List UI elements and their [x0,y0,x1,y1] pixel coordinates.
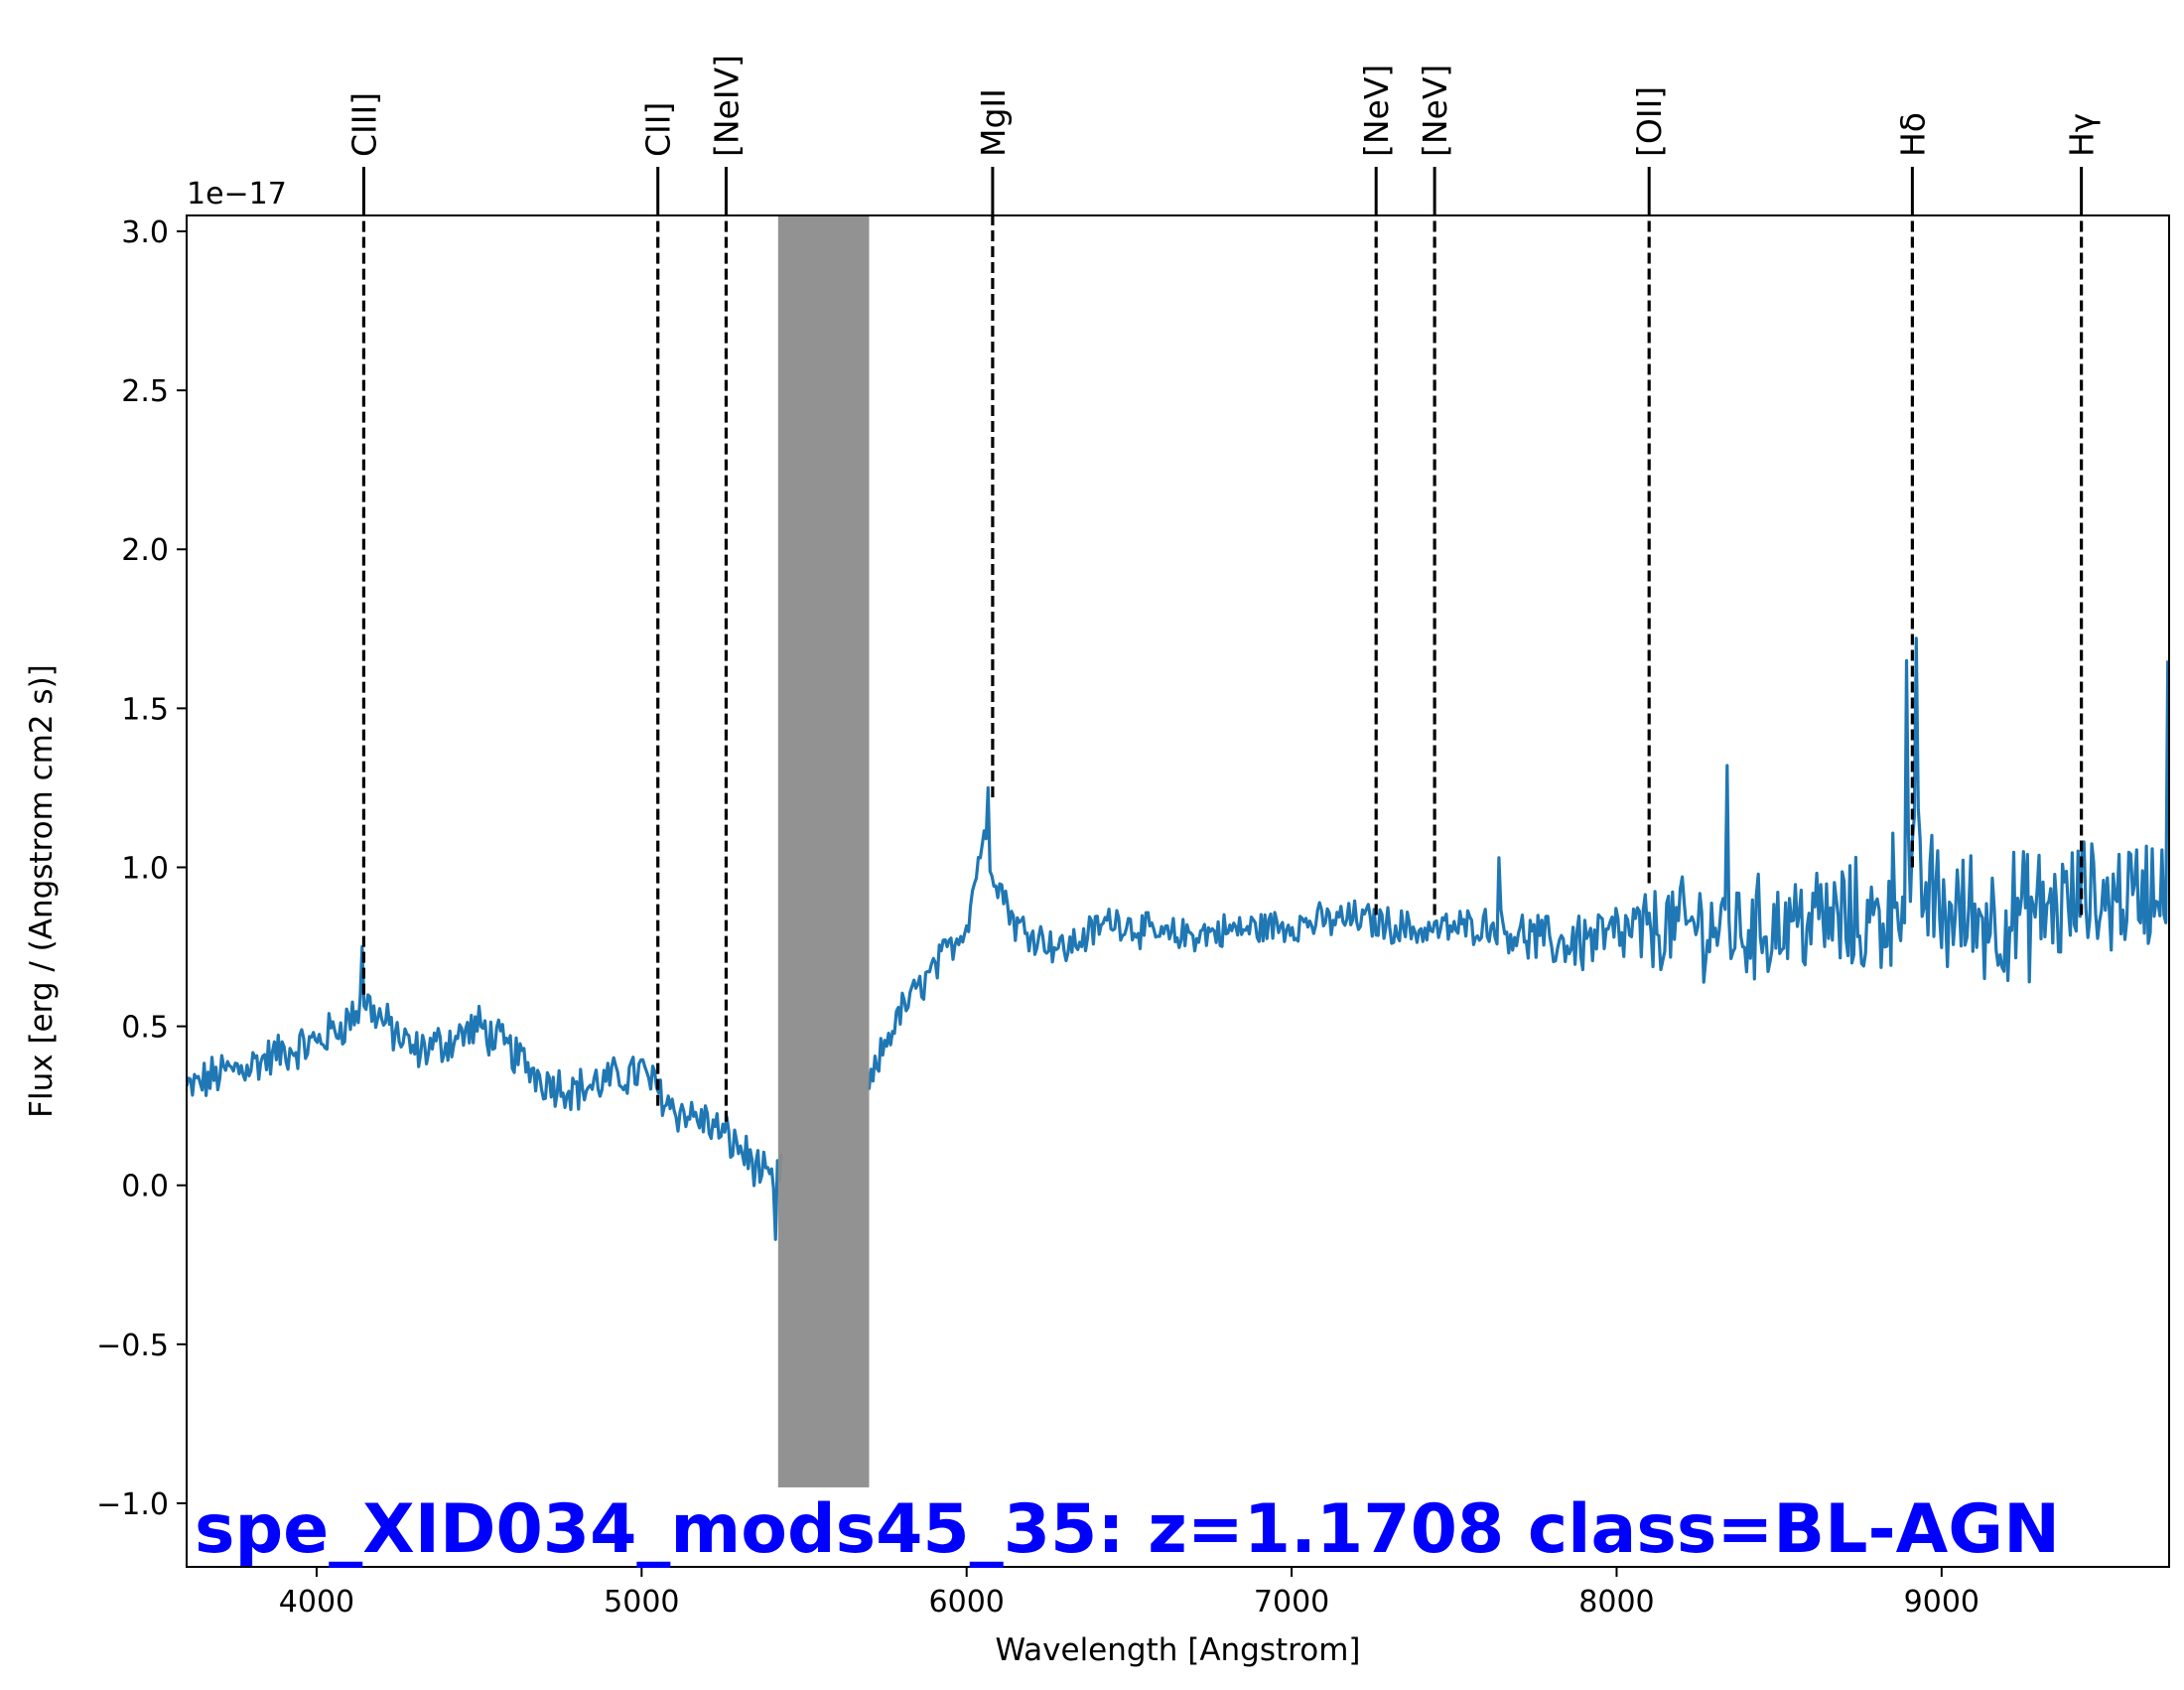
line-label: Hγ [2063,113,2102,157]
y-offset-text: 1e−17 [187,177,287,211]
y-tick-label: 3.0 [121,215,169,250]
y-axis-label: Flux [erg / (Angstrom cm2 s)] [24,664,60,1118]
masked-band [777,215,870,1487]
y-tick-label: −0.5 [96,1329,169,1363]
spectrum-line [867,636,2169,1090]
line-label: [NeIV] [707,55,746,157]
plot-area: CIII] CII] [NeIV] MgII [NeV] [NeV] [OII] Hδ Hγ 40… [24,55,2170,1668]
y-tick-label: −1.0 [96,1487,169,1522]
x-tick-label: 7000 [1254,1585,1329,1620]
line-label: [OII] [1630,86,1669,157]
x-tick-label: 5000 [604,1585,679,1620]
x-axis-label: Wavelength [Angstrom] [995,1632,1360,1668]
x-tick-label: 9000 [1904,1585,1979,1620]
x-tick-label: 8000 [1578,1585,1654,1620]
chart-title: spe_XID034_mods45_35: z=1.1708 class=BL-… [195,1490,2060,1569]
y-tick-label: 1.5 [121,692,169,727]
x-tick-label: 4000 [279,1585,354,1620]
axes-frame [186,214,2170,1568]
y-tick-label: 2.5 [121,374,169,409]
plot-content [187,215,2169,1487]
y-tick-label: 0.0 [121,1170,169,1204]
line-label: Hδ [1893,112,1932,157]
x-tick-label: 6000 [929,1585,1005,1620]
line-label: CII] [639,102,678,157]
y-tick-label: 0.5 [121,1011,169,1046]
line-label: MgII [974,88,1013,157]
line-label: [NeV] [1357,65,1396,157]
line-label: [NeV] [1416,65,1454,157]
y-tick-label: 1.0 [121,851,169,886]
y-tick-label: 2.0 [121,533,169,568]
line-label: CIII] [344,92,383,157]
spectrum-line [187,944,783,1241]
